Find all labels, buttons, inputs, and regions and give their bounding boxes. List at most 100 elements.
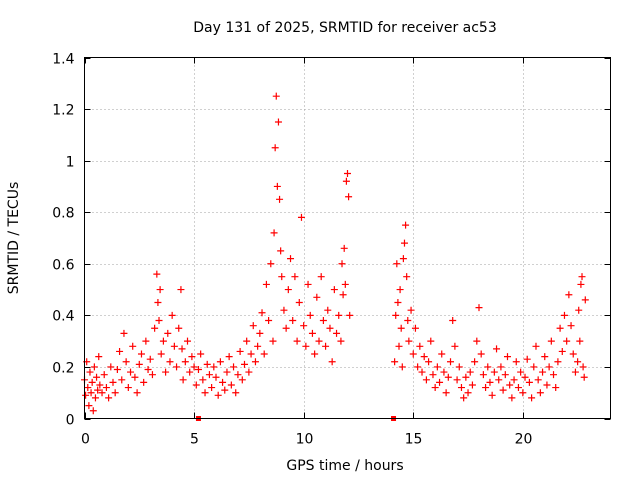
data-point xyxy=(479,371,487,379)
data-point xyxy=(282,324,290,332)
data-point xyxy=(319,317,327,325)
data-point xyxy=(258,309,266,317)
data-point xyxy=(477,350,485,358)
data-point xyxy=(517,368,525,376)
data-point xyxy=(84,384,92,392)
data-point xyxy=(475,304,483,312)
data-point xyxy=(156,286,164,294)
data-point xyxy=(159,337,167,345)
x-tick-label: 15 xyxy=(405,432,423,448)
data-point xyxy=(216,358,224,366)
data-point xyxy=(333,329,341,337)
data-point xyxy=(277,247,285,255)
data-point xyxy=(94,386,102,394)
data-point xyxy=(328,358,336,366)
data-point xyxy=(577,280,585,288)
data-point xyxy=(256,329,264,337)
data-point xyxy=(151,324,159,332)
y-tick-label: 0 xyxy=(66,413,75,429)
data-point xyxy=(420,353,428,361)
axes-ticks: 0 0.2 0.4 0.6 0.8 1 1.2 1.4 0 5 10 15 20 xyxy=(52,52,611,448)
data-point xyxy=(105,394,113,402)
data-point xyxy=(293,337,301,345)
data-point xyxy=(550,371,558,379)
data-point xyxy=(442,389,450,397)
data-point xyxy=(120,329,128,337)
data-point xyxy=(208,384,216,392)
data-point xyxy=(510,376,518,384)
x-tick-label: 0 xyxy=(81,432,90,448)
data-point xyxy=(324,306,332,314)
data-point xyxy=(144,366,152,374)
data-point xyxy=(111,389,119,397)
data-point xyxy=(179,376,187,384)
data-point xyxy=(395,342,403,350)
data-point xyxy=(457,384,465,392)
data-point xyxy=(236,347,244,355)
data-point xyxy=(265,317,273,325)
data-point xyxy=(267,260,275,268)
data-point xyxy=(455,363,463,371)
data-point xyxy=(86,368,94,376)
data-point xyxy=(539,368,547,376)
data-point xyxy=(342,177,350,185)
data-point xyxy=(135,360,143,368)
data-point xyxy=(427,337,435,345)
data-point xyxy=(166,358,174,366)
data-point xyxy=(501,371,509,379)
data-point xyxy=(289,317,297,325)
data-point xyxy=(181,358,189,366)
data-point xyxy=(447,358,455,366)
data-point xyxy=(484,363,492,371)
data-point xyxy=(131,373,139,381)
data-point xyxy=(82,391,90,399)
data-point xyxy=(317,273,325,281)
data-point xyxy=(223,368,231,376)
data-point xyxy=(471,358,479,366)
data-point xyxy=(525,378,533,386)
data-point xyxy=(194,366,202,374)
data-point xyxy=(168,311,176,319)
x-tick-label: 20 xyxy=(515,432,533,448)
data-point xyxy=(87,389,95,397)
data-point xyxy=(192,381,200,389)
data-point xyxy=(462,373,470,381)
data-point xyxy=(270,229,278,237)
data-point xyxy=(276,195,284,203)
data-point xyxy=(164,329,172,337)
data-point xyxy=(400,239,408,247)
data-point xyxy=(90,363,98,371)
data-point xyxy=(486,378,494,386)
y-tick-label: 0.4 xyxy=(52,309,74,325)
data-point xyxy=(273,182,281,190)
data-point xyxy=(514,384,522,392)
y-axis-label: SRMTID / TECUs xyxy=(6,182,22,295)
data-point xyxy=(530,363,538,371)
data-point xyxy=(418,368,426,376)
data-point xyxy=(302,342,310,350)
data-point xyxy=(429,371,437,379)
data-point xyxy=(558,347,566,355)
data-point xyxy=(335,311,343,319)
data-point xyxy=(403,273,411,281)
data-point xyxy=(404,317,412,325)
data-point xyxy=(416,342,424,350)
data-point xyxy=(571,368,579,376)
data-point xyxy=(506,381,514,389)
data-point xyxy=(199,376,207,384)
data-point xyxy=(346,311,354,319)
y-tick-label: 0.8 xyxy=(52,206,74,222)
data-point xyxy=(394,298,402,306)
data-point xyxy=(173,363,181,371)
data-point xyxy=(304,280,312,288)
data-point xyxy=(177,286,185,294)
data-point xyxy=(313,293,321,301)
data-point xyxy=(490,368,498,376)
data-point xyxy=(137,350,145,358)
data-point xyxy=(569,350,577,358)
data-point xyxy=(460,394,468,402)
data-point xyxy=(541,353,549,361)
data-point xyxy=(405,337,413,345)
data-point xyxy=(212,373,220,381)
y-tick-label: 0.6 xyxy=(52,258,74,274)
